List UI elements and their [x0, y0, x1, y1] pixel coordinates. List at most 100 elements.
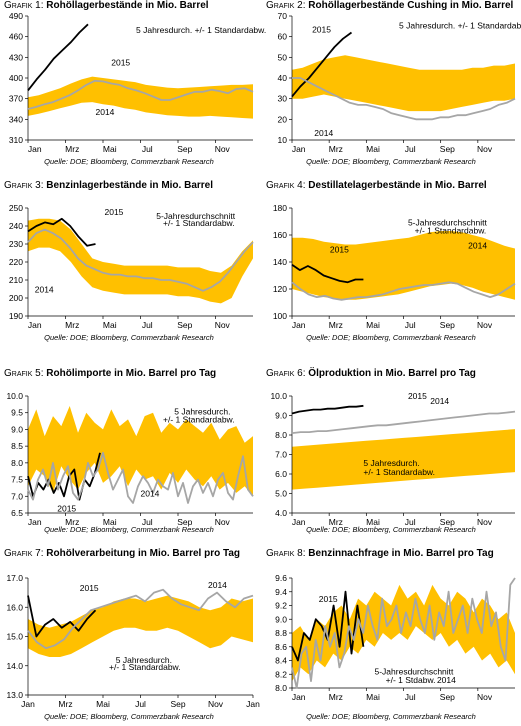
y-tick-label: 120 — [273, 284, 287, 294]
annotation-label: 2015 — [408, 391, 427, 401]
band-area — [292, 584, 515, 682]
band-area — [292, 55, 515, 112]
annotation-label: 2015 — [319, 594, 338, 604]
series-line-2015 — [27, 23, 89, 91]
y-tick-label: 230 — [9, 239, 23, 249]
chart-source: Quelle: DOE; Bloomberg, Commerzbank Rese… — [306, 525, 476, 534]
x-tick-label: Sep — [170, 699, 185, 709]
x-tick-label: Mrz — [65, 517, 79, 527]
x-tick-label: Jul — [142, 320, 153, 330]
y-tick-label: 8.5 — [11, 441, 23, 451]
y-tick-label: 490 — [9, 11, 23, 21]
series-line-2014 — [291, 281, 516, 301]
series-line-2014 — [292, 77, 516, 121]
annotation-label: +/- 1 Standardabw. — [163, 218, 235, 228]
y-tick-label: 310 — [9, 135, 23, 145]
chart-source: Quelle: DOE; Bloomberg, Commerzbank Rese… — [44, 333, 214, 343]
chart-panel-8: Grafik 8: Benzinnachfrage in Mio. Barrel… — [262, 548, 520, 726]
y-tick-label: 9.0 — [275, 411, 287, 421]
x-tick-label: Jul — [405, 517, 416, 527]
x-tick-label: Jan — [28, 517, 42, 527]
series-line-2014 — [27, 588, 254, 650]
x-tick-label: Mai — [103, 517, 117, 527]
series-line-2014 — [27, 79, 254, 110]
chart-title: Grafik 3: Benzinlagerbestände in Mio. Ba… — [4, 180, 214, 191]
y-tick-label: 460 — [9, 32, 23, 42]
y-tick-label: 17.0 — [6, 573, 23, 583]
y-tick-label: 9.4 — [275, 587, 287, 597]
x-tick-label: Mai — [366, 692, 380, 702]
series-line-2014 — [27, 451, 254, 504]
x-tick-label: Jul — [405, 692, 416, 702]
annotation-label: 2014 — [35, 285, 54, 295]
x-tick-label: Mai — [366, 144, 380, 154]
x-tick-label: Jan — [292, 692, 306, 702]
x-tick-label: Nov — [215, 320, 231, 330]
chart-panel-2: Grafik 2: Rohöllagerbestände Cushing in … — [262, 0, 521, 178]
y-tick-label: 10.0 — [6, 391, 23, 401]
y-tick-label: 7.0 — [11, 491, 23, 501]
y-tick-label: 16.0 — [6, 602, 23, 612]
x-tick-label: Sep — [440, 320, 455, 330]
y-tick-label: 6.0 — [275, 469, 287, 479]
y-tick-label: 13.0 — [6, 690, 23, 700]
series-line-2014 — [291, 577, 516, 689]
chart-svg: 4.0 5.0 6.0 7.0 8.0 9.0 10.0 Jan Mrz Mai Jul Sep Nov… — [270, 391, 516, 527]
y-tick-label: 8.0 — [11, 458, 23, 468]
y-tick-label: 15.0 — [6, 632, 23, 642]
annotation-label: +/- 1 Standardabw. — [363, 467, 435, 477]
x-tick-label: Sep — [177, 517, 192, 527]
band-area — [292, 429, 515, 490]
annotation-label: 5-Jahresdurchschnitt — [408, 218, 488, 228]
y-tick-label: 5.0 — [275, 489, 287, 499]
annotation-label: 5 Jahresdurch. +/- 1 Standardabw. — [399, 20, 521, 30]
annotation-label: 5-Jahresdurchschnitt — [156, 211, 236, 221]
annotation-label: 5-Jahresdurchschnitt — [375, 666, 455, 676]
chart-source: Quelle: DOE; Bloomberg, Commerzbank Rese… — [306, 333, 476, 343]
y-tick-label: 4.0 — [275, 508, 287, 518]
x-tick-label: Jan — [21, 699, 35, 709]
annotation-label: +/- 1 Standardabw. — [109, 662, 181, 672]
x-tick-label: Mrz — [329, 144, 343, 154]
chart-panel-7: Grafik 7: Rohölverarbeitung in Mio. Barr… — [0, 548, 260, 726]
y-tick-label: 180 — [273, 203, 287, 213]
y-tick-label: 200 — [9, 293, 23, 303]
annotation-label: 2014 — [430, 396, 449, 406]
band-area — [28, 406, 253, 497]
y-tick-label: 50 — [278, 52, 288, 62]
chart-panel-5: Grafik 5: Rohölimporte in Mio. Barrel pr… — [0, 368, 258, 546]
y-tick-label: 60 — [278, 32, 288, 42]
band-area — [28, 218, 253, 304]
y-tick-label: 8.4 — [275, 656, 287, 666]
x-tick-label: Jan — [28, 320, 42, 330]
annotation-label: 2014 — [437, 675, 456, 685]
x-tick-label: Mrz — [65, 320, 79, 330]
y-tick-label: 240 — [9, 221, 23, 231]
x-tick-label: Sep — [440, 517, 455, 527]
x-tick-label: Mrz — [329, 692, 343, 702]
chart-source: Quelle: DOE; Bloomberg, Commerzbank Rese… — [44, 711, 214, 721]
chart-title: Grafik 1: Rohöllagerbestände in Mio. Bar… — [4, 0, 209, 11]
y-tick-label: 140 — [273, 257, 287, 267]
chart-title: Grafik 6: Ölproduktion in Mio. Barrel pr… — [266, 368, 476, 379]
chart-panel-3: Grafik 3: Benzinlagerbestände in Mio. Ba… — [0, 180, 258, 358]
x-tick-label: Jan — [246, 699, 260, 709]
y-tick-label: 8.8 — [275, 628, 287, 638]
chart-panel-4: Grafik 4: Destillatelagerbestände in Mio… — [262, 180, 520, 358]
series-line-2014 — [291, 410, 516, 434]
y-tick-label: 9.0 — [11, 424, 23, 434]
annotation-label: 2014 — [96, 107, 115, 117]
x-tick-label: Jan — [292, 517, 306, 527]
y-tick-label: 20 — [278, 114, 288, 124]
y-tick-label: 7.0 — [275, 450, 287, 460]
chart-svg: 310 340 370 400 430 460 490 Jan Mrz Mai Jul Sep Nov 2… — [9, 11, 266, 154]
x-tick-label: Nov — [215, 144, 231, 154]
chart-title: Grafik 2: Rohöllagerbestände Cushing in … — [266, 0, 514, 11]
y-tick-label: 10.0 — [270, 391, 287, 401]
y-tick-label: 14.0 — [6, 661, 23, 671]
annotation-label: 5 Jahresdurch. +/- 1 Standardabw. — [136, 25, 266, 35]
y-tick-label: 210 — [9, 275, 23, 285]
annotation-label: 5 Jahresdurch. — [116, 655, 172, 665]
chart-source: Quelle: DOE; Bloomberg, Commerzbank Rese… — [306, 711, 476, 721]
y-tick-label: 220 — [9, 257, 23, 267]
